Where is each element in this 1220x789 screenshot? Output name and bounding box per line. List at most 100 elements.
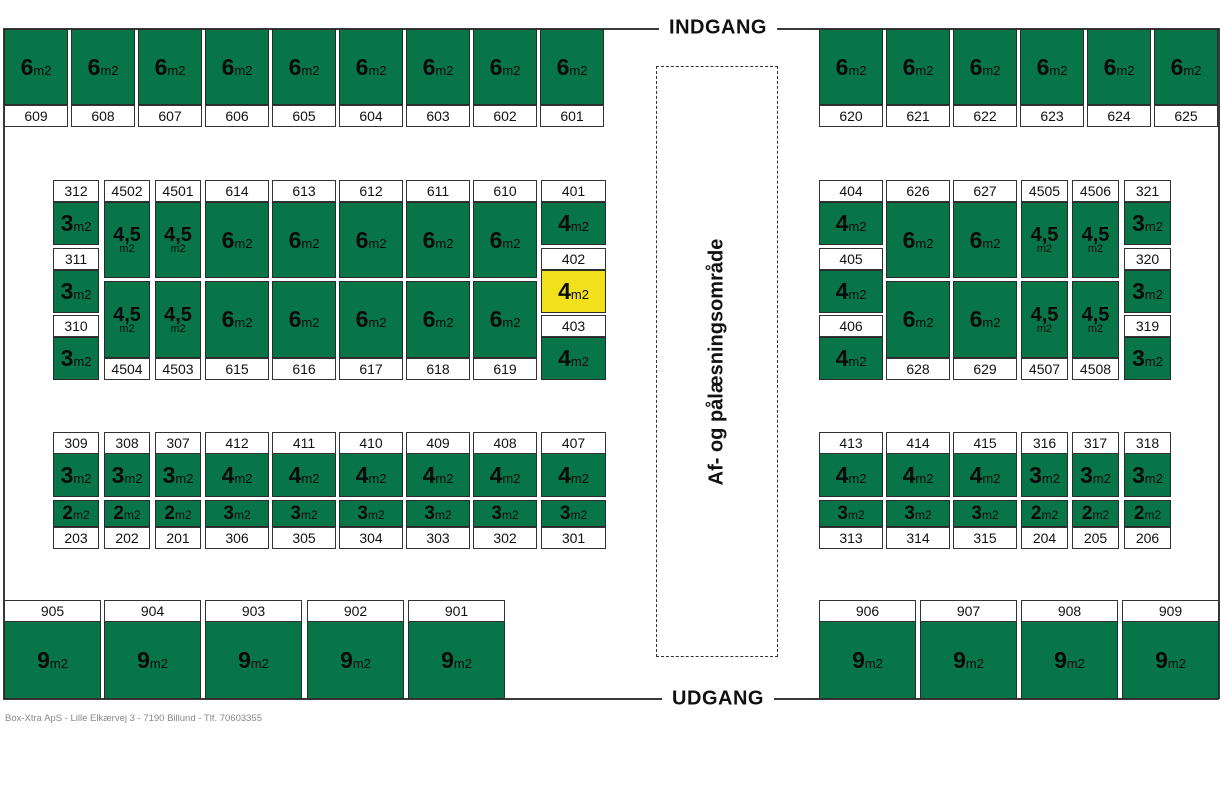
unit-area[interactable]: 6m2 [953,281,1017,358]
unit-area[interactable]: 6m2 [886,281,950,358]
unit-area[interactable]: 4,5 m2 [1072,202,1119,278]
unit-area[interactable]: 6m2 [1020,29,1084,105]
unit-area[interactable]: 4,5 m2 [104,281,150,358]
unit-area-selected[interactable]: 4m2 [541,270,606,313]
unit-area[interactable]: 9m2 [1122,621,1219,699]
unit-area[interactable]: 4,5 m2 [155,281,201,358]
unit-area[interactable]: 4m2 [886,453,950,497]
unit-area[interactable]: 6m2 [406,29,470,105]
unit-area[interactable]: 4m2 [205,453,269,497]
unit-area[interactable]: 3m2 [541,500,606,527]
unit-area[interactable]: 4,5 m2 [1072,281,1119,358]
unit-area[interactable]: 3m2 [819,500,883,527]
area-number: 3 [904,502,915,524]
unit-area[interactable]: 4,5 m2 [155,202,201,278]
unit-area[interactable]: 6m2 [886,202,950,278]
unit-area[interactable]: 3m2 [53,270,99,313]
unit-area[interactable]: 6m2 [4,29,68,105]
unit-area[interactable]: 6m2 [473,29,537,105]
unit-area[interactable]: 3m2 [1124,202,1171,245]
unit-area[interactable]: 6m2 [406,202,470,278]
unit-area[interactable]: 3m2 [339,500,403,527]
unit-area[interactable]: 4m2 [339,453,403,497]
unit-area[interactable]: 3m2 [205,500,269,527]
unit-area[interactable]: 6m2 [272,202,336,278]
unit-area[interactable]: 6m2 [1087,29,1151,105]
unit-area[interactable]: 9m2 [819,621,916,699]
unit-area[interactable]: 4m2 [541,337,606,380]
unit-area[interactable]: 9m2 [307,621,404,699]
area-unit: m2 [301,62,320,78]
unit-area[interactable]: 4m2 [541,202,606,245]
unit-area[interactable]: 3m2 [1021,453,1068,497]
unit-area[interactable]: 6m2 [406,281,470,358]
unit-area[interactable]: 6m2 [205,202,269,278]
unit-area[interactable]: 6m2 [540,29,604,105]
unit-area[interactable]: 2m2 [53,500,99,527]
area-number: 4,5 [113,303,141,326]
unit-area[interactable]: 4m2 [406,453,470,497]
area-unit: m2 [848,62,867,78]
unit-area[interactable]: 9m2 [1021,621,1118,699]
unit-area[interactable]: 4,5 m2 [104,202,150,278]
unit-area[interactable]: 6m2 [953,29,1017,105]
unit-area[interactable]: 2m2 [1124,500,1171,527]
unit-area[interactable]: 6m2 [205,281,269,358]
unit-area[interactable]: 3m2 [406,500,470,527]
unit-area[interactable]: 6m2 [138,29,202,105]
unit-number: 204 [1021,527,1068,549]
unit-area[interactable]: 9m2 [104,621,201,699]
unit-area[interactable]: 9m2 [4,621,101,699]
unit-area[interactable]: 2m2 [1072,500,1119,527]
area-number: 6 [221,53,235,80]
unit-area[interactable]: 6m2 [886,29,950,105]
unit-area[interactable]: 4m2 [819,453,883,497]
unit-area[interactable]: 4m2 [272,453,336,497]
unit-area[interactable]: 2m2 [104,500,150,527]
unit-area[interactable]: 3m2 [1124,270,1171,313]
unit-area[interactable]: 6m2 [272,29,336,105]
unit-area[interactable]: 4m2 [473,453,537,497]
unit-area[interactable]: 4m2 [541,453,606,497]
unit-area[interactable]: 3m2 [53,337,99,380]
unit-area[interactable]: 6m2 [339,202,403,278]
unit-area[interactable]: 6m2 [473,202,537,278]
unit-area[interactable]: 3m2 [1072,453,1119,497]
unit-area[interactable]: 3m2 [953,500,1017,527]
unit-area[interactable]: 4m2 [819,337,883,380]
unit-area[interactable]: 6m2 [819,29,883,105]
area-value: 2m2 [1031,503,1058,525]
unit-area[interactable]: 2m2 [155,500,201,527]
unit-area[interactable]: 3m2 [53,453,99,497]
unit-area[interactable]: 6m2 [205,29,269,105]
unit-area[interactable]: 3m2 [886,500,950,527]
unit-area[interactable]: 2m2 [1021,500,1068,527]
unit-area[interactable]: 3m2 [1124,453,1171,497]
unit-area[interactable]: 6m2 [339,29,403,105]
unit-area[interactable]: 9m2 [408,621,505,699]
area-unit: m2 [170,243,186,255]
unit-area[interactable]: 6m2 [953,202,1017,278]
area-unit: m2 [502,315,521,330]
unit-area[interactable]: 9m2 [920,621,1017,699]
unit-area[interactable]: 9m2 [205,621,302,699]
unit-area[interactable]: 3m2 [272,500,336,527]
unit-area[interactable]: 3m2 [155,453,201,497]
area-value: 6m2 [1037,54,1068,81]
unit-area[interactable]: 4m2 [819,202,883,245]
unit-area[interactable]: 3m2 [473,500,537,527]
unit-area[interactable]: 6m2 [272,281,336,358]
unit-area[interactable]: 6m2 [339,281,403,358]
unit-area[interactable]: 4,5 m2 [1021,202,1068,278]
unit-area[interactable]: 6m2 [473,281,537,358]
unit-number: 318 [1124,432,1171,454]
unit-area[interactable]: 4m2 [819,270,883,313]
unit-area[interactable]: 4m2 [953,453,1017,497]
unit-area[interactable]: 6m2 [1154,29,1218,105]
area-value: 9m2 [137,647,168,674]
unit-area[interactable]: 3m2 [104,453,150,497]
unit-area[interactable]: 3m2 [53,202,99,245]
unit-area[interactable]: 4,5 m2 [1021,281,1068,358]
unit-area[interactable]: 6m2 [71,29,135,105]
unit-area[interactable]: 3m2 [1124,337,1171,380]
